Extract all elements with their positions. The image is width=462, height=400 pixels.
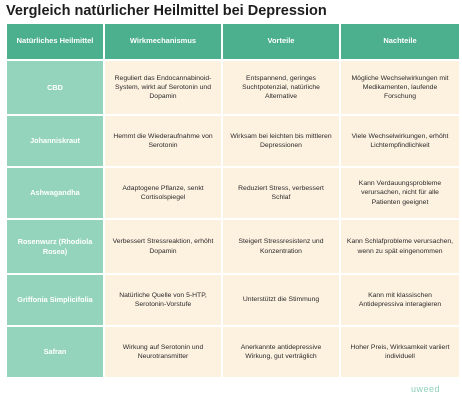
table-row: Griffonia Simplicifolia Natürliche Quell…	[7, 275, 459, 325]
table-row: Rosenwurz (Rhodiola Rosea) Verbessert St…	[7, 220, 459, 273]
brand-logo: uweed	[410, 384, 440, 394]
table-row: Johanniskraut Hemmt die Wiederaufnahme v…	[7, 116, 459, 166]
advantages-cell: Steigert Stressresistenz und Konzentrati…	[223, 220, 339, 273]
header-mechanism: Wirkmechanismus	[105, 24, 221, 59]
advantages-cell: Wirksam bei leichten bis mittleren Depre…	[223, 116, 339, 166]
disadvantages-cell: Kann Schlafprobleme verursachen, wenn zu…	[341, 220, 459, 273]
mechanism-cell: Reguliert das Endocannabinoid-System, wi…	[105, 61, 221, 114]
header-disadvantages: Nachteile	[341, 24, 459, 59]
disadvantages-cell: Mögliche Wechselwirkungen mit Medikament…	[341, 61, 459, 114]
remedy-cell: CBD	[7, 61, 103, 114]
advantages-cell: Unterstützt die Stimmung	[223, 275, 339, 325]
page-title: Vergleich natürlicher Heilmittel bei Dep…	[6, 3, 327, 19]
mechanism-cell: Adaptogene Pflanze, senkt Cortisolspiege…	[105, 168, 221, 218]
table-row: CBD Reguliert das Endocannabinoid-System…	[7, 61, 459, 114]
remedy-cell: Griffonia Simplicifolia	[7, 275, 103, 325]
advantages-cell: Entspannend, geringes Suchtpotenzial, na…	[223, 61, 339, 114]
table-header-row: Natürliches Heilmittel Wirkmechanismus V…	[7, 24, 459, 59]
remedy-cell: Rosenwurz (Rhodiola Rosea)	[7, 220, 103, 273]
advantages-cell: Reduziert Stress, verbessert Schlaf	[223, 168, 339, 218]
header-remedy: Natürliches Heilmittel	[7, 24, 103, 59]
disadvantages-cell: Viele Wechselwirkungen, erhöht Lichtempf…	[341, 116, 459, 166]
table-row: Ashwagandha Adaptogene Pflanze, senkt Co…	[7, 168, 459, 218]
disadvantages-cell: Kann Verdauungsprobleme verursachen, nic…	[341, 168, 459, 218]
remedy-cell: Ashwagandha	[7, 168, 103, 218]
remedy-cell: Safran	[7, 327, 103, 377]
header-advantages: Vorteile	[223, 24, 339, 59]
comparison-table: Natürliches Heilmittel Wirkmechanismus V…	[5, 22, 461, 379]
mechanism-cell: Verbessert Stressreaktion, erhöht Dopami…	[105, 220, 221, 273]
disadvantages-cell: Kann mit klassischen Antidepressiva inte…	[341, 275, 459, 325]
mechanism-cell: Wirkung auf Serotonin und Neurotransmitt…	[105, 327, 221, 377]
advantages-cell: Anerkannte antidepressive Wirkung, gut v…	[223, 327, 339, 377]
mechanism-cell: Hemmt die Wiederaufnahme von Serotonin	[105, 116, 221, 166]
mechanism-cell: Natürliche Quelle von 5-HTP, Serotonin-V…	[105, 275, 221, 325]
table-row: Safran Wirkung auf Serotonin und Neurotr…	[7, 327, 459, 377]
disadvantages-cell: Hoher Preis, Wirksamkeit variiert indivi…	[341, 327, 459, 377]
remedy-cell: Johanniskraut	[7, 116, 103, 166]
